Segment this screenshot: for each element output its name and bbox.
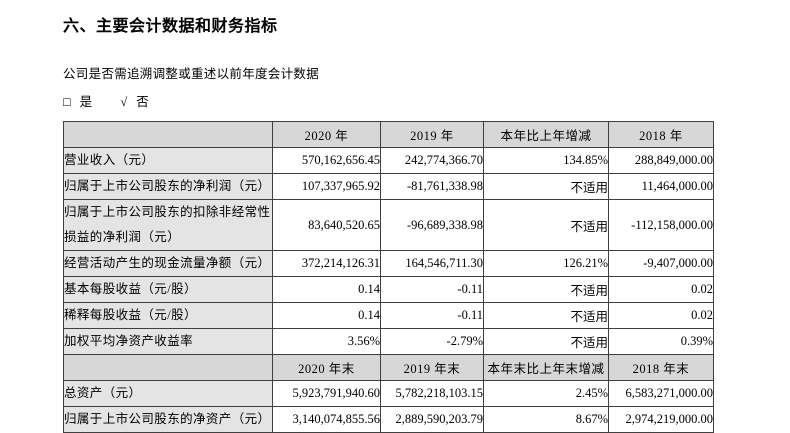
restatement-options: □ 是 √ 否 — [63, 91, 790, 110]
cell-change: 126.21% — [483, 250, 609, 277]
cell-2019: 5,782,218,103.15 — [380, 380, 484, 407]
row-net-profit-excl-nonrecurring: 归属于上市公司股东的扣除非经常性损益的净利润（元） 83,640,520.65 … — [63, 199, 714, 251]
cell-change: 不适用 — [483, 173, 609, 200]
cell-2020: 3,140,074,855.56 — [272, 406, 381, 433]
cell-2019: -0.11 — [380, 276, 484, 303]
cell-2020: 0.14 — [272, 276, 381, 303]
cell-2020: 570,162,656.45 — [272, 147, 381, 174]
row-net-assets-attributable: 归属于上市公司股东的净资产（元） 3,140,074,855.56 2,889,… — [63, 406, 714, 433]
cell-change: 8.67% — [483, 406, 609, 433]
cell-2018: 288,849,000.00 — [608, 147, 714, 174]
section-title: 六、主要会计数据和财务指标 — [63, 18, 278, 35]
cell-2018: 11,464,000.00 — [608, 173, 714, 200]
cell-2018: 0.39% — [608, 328, 714, 355]
cell-2019: -0.11 — [380, 302, 484, 329]
yearend-header-2019: 2019 年末 — [380, 354, 484, 381]
row-total-assets: 总资产（元） 5,923,791,940.60 5,782,218,103.15… — [63, 380, 714, 407]
row-label: 总资产（元） — [63, 380, 273, 407]
cell-2019: 242,774,366.70 — [380, 147, 484, 174]
cell-2019: 164,546,711.30 — [380, 250, 484, 277]
yearend-header-change: 本年末比上年末增减 — [483, 354, 609, 381]
row-weighted-avg-roe: 加权平均净资产收益率 3.56% -2.79% 不适用 0.39% — [63, 328, 714, 355]
annual-header-blank — [63, 121, 273, 148]
cell-2019: 2,889,590,203.79 — [380, 406, 484, 433]
cell-2020: 372,214,126.31 — [272, 250, 381, 277]
yearend-header-2020: 2020 年末 — [272, 354, 381, 381]
cell-2020: 83,640,520.65 — [272, 199, 381, 251]
option-yes-checkbox: □ 是 — [63, 95, 96, 109]
row-label: 加权平均净资产收益率 — [63, 328, 273, 355]
annual-header-2019: 2019 年 — [380, 121, 484, 148]
row-label: 归属于上市公司股东的净资产（元） — [63, 406, 273, 433]
cell-2018: 0.02 — [608, 302, 714, 329]
row-diluted-eps: 稀释每股收益（元/股） 0.14 -0.11 不适用 0.02 — [63, 302, 714, 329]
row-operating-revenue: 营业收入（元） 570,162,656.45 242,774,366.70 13… — [63, 147, 714, 174]
annual-header-2020: 2020 年 — [272, 121, 381, 148]
cell-2019: -81,761,338.98 — [380, 173, 484, 200]
annual-header-2018: 2018 年 — [608, 121, 714, 148]
row-basic-eps: 基本每股收益（元/股） 0.14 -0.11 不适用 0.02 — [63, 276, 714, 303]
cell-change: 不适用 — [483, 302, 609, 329]
row-label: 稀释每股收益（元/股） — [63, 302, 273, 329]
yearend-header-blank — [63, 354, 273, 381]
cell-change: 不适用 — [483, 276, 609, 303]
cell-2020: 5,923,791,940.60 — [272, 380, 381, 407]
yearend-header-2018: 2018 年末 — [608, 354, 714, 381]
cell-2019: -96,689,338.98 — [380, 199, 484, 251]
row-label: 基本每股收益（元/股） — [63, 276, 273, 303]
option-no-checkmark: √ 否 — [120, 95, 152, 109]
row-label: 归属于上市公司股东的净利润（元） — [63, 173, 273, 200]
row-label: 归属于上市公司股东的扣除非经常性损益的净利润（元） — [63, 199, 273, 251]
financial-indicators-table: 2020 年 2019 年 本年比上年增减 2018 年 营业收入（元） 570… — [63, 121, 714, 433]
cell-change: 不适用 — [483, 328, 609, 355]
annual-header-row: 2020 年 2019 年 本年比上年增减 2018 年 — [63, 121, 714, 148]
cell-2018: 6,583,271,000.00 — [608, 380, 714, 407]
cell-2020: 0.14 — [272, 302, 381, 329]
cell-2018: 2,974,219,000.00 — [608, 406, 714, 433]
cell-2018: -112,158,000.00 — [608, 199, 714, 251]
cell-change: 2.45% — [483, 380, 609, 407]
annual-header-change: 本年比上年增减 — [483, 121, 609, 148]
cell-change: 134.85% — [483, 147, 609, 174]
row-operating-cash-flow: 经营活动产生的现金流量净额（元） 372,214,126.31 164,546,… — [63, 250, 714, 277]
cell-2020: 107,337,965.92 — [272, 173, 381, 200]
cell-2018: 0.02 — [608, 276, 714, 303]
cell-change: 不适用 — [483, 199, 609, 251]
row-net-profit-attributable: 归属于上市公司股东的净利润（元） 107,337,965.92 -81,761,… — [63, 173, 714, 200]
row-label: 经营活动产生的现金流量净额（元） — [63, 250, 273, 277]
row-label: 营业收入（元） — [63, 147, 273, 174]
restatement-question: 公司是否需追溯调整或重述以前年度会计数据 — [63, 67, 320, 81]
cell-2019: -2.79% — [380, 328, 484, 355]
cell-2018: -9,407,000.00 — [608, 250, 714, 277]
cell-2020: 3.56% — [272, 328, 381, 355]
yearend-header-row: 2020 年末 2019 年末 本年末比上年末增减 2018 年末 — [63, 354, 714, 381]
